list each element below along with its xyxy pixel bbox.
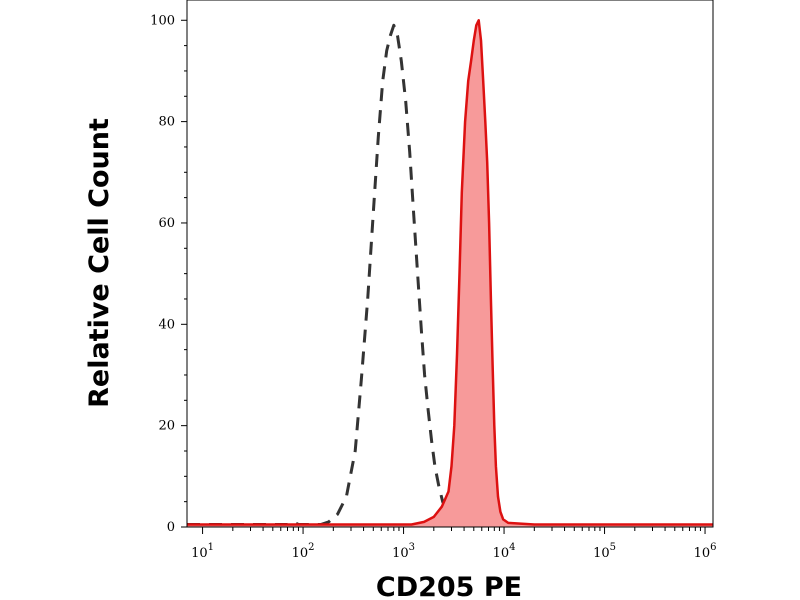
x-tick-label: 101 (191, 542, 214, 561)
x-tick-label: 106 (694, 542, 717, 561)
y-tick-label: 20 (158, 419, 175, 434)
y-tick-label: 0 (167, 520, 175, 535)
y-tick-label: 80 (158, 115, 175, 130)
y-axis-title: Relative Cell Count (84, 118, 115, 408)
x-tick-label: 104 (493, 542, 516, 561)
plot-frame (186, 0, 714, 528)
series-0-line (187, 23, 457, 526)
x-tick-label: 105 (593, 542, 616, 561)
x-tick-label: 102 (292, 542, 315, 561)
x-axis-title: CD205 PE (376, 572, 522, 600)
y-tick-label: 100 (150, 13, 175, 28)
y-tick-label: 40 (158, 317, 175, 332)
x-tick-label: 103 (392, 542, 415, 561)
series-1-fill (187, 20, 713, 528)
series-1-line (187, 19, 713, 526)
y-tick-label: 60 (158, 216, 175, 231)
